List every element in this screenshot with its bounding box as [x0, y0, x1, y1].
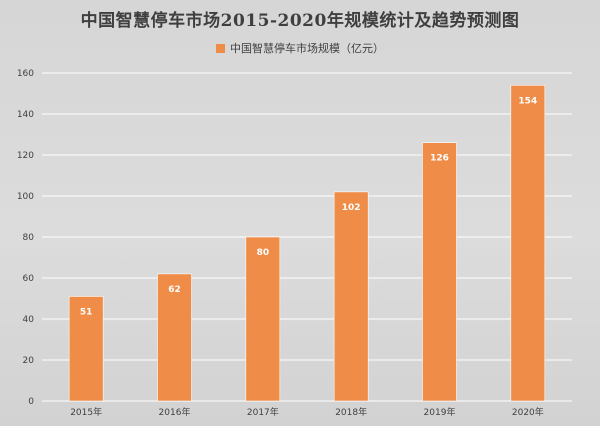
- bar: [333, 191, 369, 402]
- bar: [157, 273, 192, 402]
- x-tick-label: 2017年: [247, 406, 279, 418]
- y-tick-label: 40: [23, 315, 35, 325]
- y-tick-label: 80: [23, 233, 35, 243]
- legend: 中国智慧停车市场规模（亿元）: [0, 40, 600, 56]
- chart-title: 中国智慧停车市场2015-2020年规模统计及趋势预测图: [80, 11, 520, 31]
- bar-value-label: 80: [257, 248, 270, 258]
- y-tick-label: 20: [23, 356, 35, 366]
- x-tick-label: 2015年: [70, 406, 102, 418]
- y-tick-label: 160: [17, 69, 34, 79]
- x-tick-label: 2016年: [159, 406, 191, 418]
- y-tick-label: 120: [17, 151, 34, 161]
- y-tick-label: 140: [17, 110, 34, 120]
- legend-label: 中国智慧停车市场规模（亿元）: [230, 42, 384, 55]
- legend-swatch: [216, 44, 225, 53]
- bar: [68, 296, 104, 402]
- bar-value-label: 51: [80, 307, 93, 317]
- bar-value-label: 154: [518, 96, 537, 106]
- bar-value-label: 126: [430, 154, 449, 164]
- bar-value-label: 102: [342, 203, 361, 213]
- x-tick-label: 2019年: [424, 406, 456, 418]
- bar: [422, 142, 457, 402]
- x-tick-label: 2018年: [335, 406, 367, 418]
- y-tick-label: 100: [17, 192, 34, 202]
- y-tick-label: 0: [28, 397, 34, 407]
- y-tick-label: 60: [23, 274, 35, 284]
- bar-value-label: 62: [168, 285, 181, 295]
- x-tick-label: 2020年: [512, 406, 544, 418]
- bar: [510, 85, 546, 402]
- bar: [245, 236, 281, 402]
